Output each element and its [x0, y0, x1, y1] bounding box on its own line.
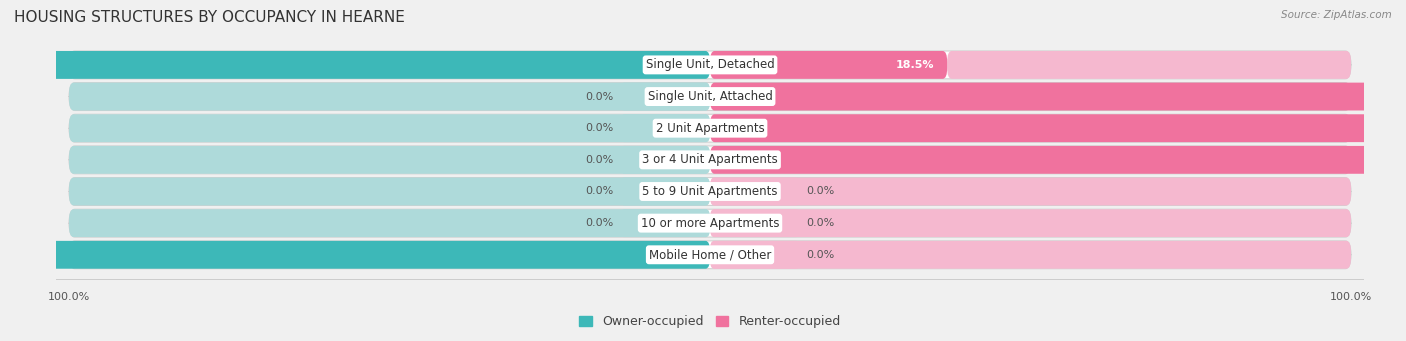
- FancyBboxPatch shape: [710, 51, 948, 79]
- FancyBboxPatch shape: [710, 241, 800, 269]
- Text: HOUSING STRUCTURES BY OCCUPANCY IN HEARNE: HOUSING STRUCTURES BY OCCUPANCY IN HEARN…: [14, 10, 405, 25]
- FancyBboxPatch shape: [710, 178, 1351, 205]
- FancyBboxPatch shape: [710, 146, 1406, 174]
- FancyBboxPatch shape: [620, 114, 710, 142]
- FancyBboxPatch shape: [69, 178, 1351, 205]
- FancyBboxPatch shape: [710, 178, 800, 205]
- Text: 0.0%: 0.0%: [586, 91, 614, 102]
- Text: 5 to 9 Unit Apartments: 5 to 9 Unit Apartments: [643, 185, 778, 198]
- FancyBboxPatch shape: [710, 209, 800, 237]
- Text: 0.0%: 0.0%: [586, 218, 614, 228]
- FancyBboxPatch shape: [69, 146, 1351, 174]
- Text: 0.0%: 0.0%: [586, 155, 614, 165]
- Text: 0.0%: 0.0%: [586, 123, 614, 133]
- FancyBboxPatch shape: [0, 241, 710, 269]
- Text: 2 Unit Apartments: 2 Unit Apartments: [655, 122, 765, 135]
- Legend: Owner-occupied, Renter-occupied: Owner-occupied, Renter-occupied: [575, 310, 845, 333]
- Text: 0.0%: 0.0%: [806, 250, 834, 260]
- FancyBboxPatch shape: [69, 114, 1351, 142]
- FancyBboxPatch shape: [710, 114, 1406, 142]
- FancyBboxPatch shape: [69, 146, 710, 174]
- FancyBboxPatch shape: [0, 51, 73, 79]
- FancyBboxPatch shape: [69, 209, 710, 237]
- FancyBboxPatch shape: [620, 146, 710, 174]
- FancyBboxPatch shape: [69, 209, 1351, 237]
- Text: Single Unit, Attached: Single Unit, Attached: [648, 90, 772, 103]
- Text: Source: ZipAtlas.com: Source: ZipAtlas.com: [1281, 10, 1392, 20]
- FancyBboxPatch shape: [620, 83, 710, 110]
- FancyBboxPatch shape: [620, 209, 710, 237]
- FancyBboxPatch shape: [948, 51, 1351, 79]
- FancyBboxPatch shape: [710, 241, 1351, 269]
- Text: 3 or 4 Unit Apartments: 3 or 4 Unit Apartments: [643, 153, 778, 166]
- Text: 18.5%: 18.5%: [896, 60, 935, 70]
- Text: 0.0%: 0.0%: [806, 218, 834, 228]
- FancyBboxPatch shape: [69, 83, 1351, 110]
- Text: 10 or more Apartments: 10 or more Apartments: [641, 217, 779, 229]
- Text: 0.0%: 0.0%: [586, 187, 614, 196]
- FancyBboxPatch shape: [69, 51, 1351, 79]
- Text: 0.0%: 0.0%: [806, 187, 834, 196]
- FancyBboxPatch shape: [710, 83, 1406, 110]
- Text: Single Unit, Detached: Single Unit, Detached: [645, 58, 775, 71]
- Text: Mobile Home / Other: Mobile Home / Other: [648, 248, 772, 261]
- FancyBboxPatch shape: [0, 51, 710, 79]
- FancyBboxPatch shape: [710, 209, 1351, 237]
- FancyBboxPatch shape: [69, 114, 710, 142]
- FancyBboxPatch shape: [69, 83, 710, 110]
- FancyBboxPatch shape: [69, 241, 1351, 269]
- FancyBboxPatch shape: [69, 178, 710, 205]
- FancyBboxPatch shape: [620, 178, 710, 205]
